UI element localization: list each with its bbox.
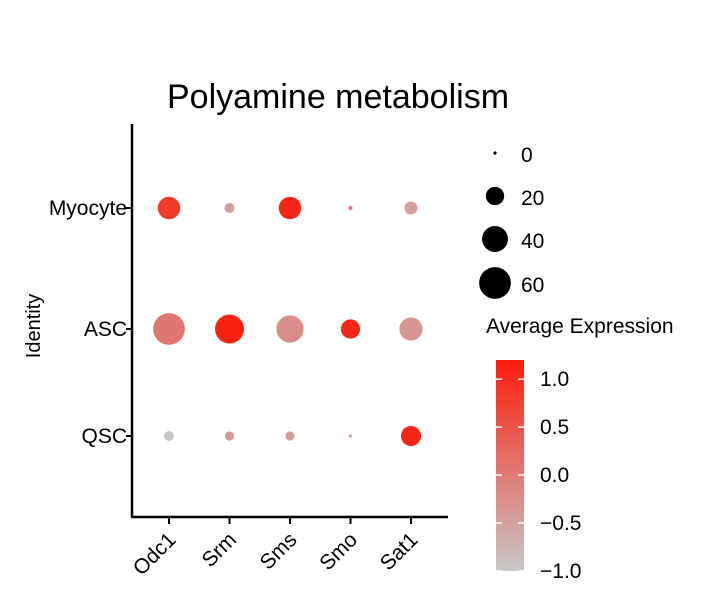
color-tick-label-1: 0.5 (540, 416, 569, 439)
dot-asc-sms (276, 315, 304, 343)
y-tick-label-myocyte: Myocyte (49, 197, 127, 220)
x-tick-label-sms: Sms (256, 528, 302, 574)
dot-asc-smo (340, 319, 361, 339)
dot-myocyte-sms (278, 196, 302, 220)
size-legend: 0 20 40 60 (479, 144, 544, 299)
y-tick-label-qsc: QSC (81, 425, 127, 448)
dot-qsc-sms (285, 431, 295, 441)
y-axis-ticks: Myocyte ASC QSC (49, 197, 132, 448)
dot-marks (153, 196, 423, 447)
color-tick-label-0: 1.0 (540, 368, 569, 391)
x-tick-label-sat1: Sat1 (376, 528, 423, 575)
dot-qsc-smo (348, 434, 353, 438)
plot-area: Myocyte ASC QSC Odc1 Srm Sms Smo Sat1 (49, 124, 448, 580)
color-legend: Average Expression 1.0 0.5 0.0 −0.5 −1.0 (486, 315, 674, 583)
color-tick-label-2: 0.0 (540, 464, 569, 487)
dot-qsc-srm (224, 431, 235, 441)
color-tick-label-3: −0.5 (540, 512, 581, 535)
x-tick-label-srm: Srm (198, 528, 241, 571)
dot-myocyte-srm (224, 202, 235, 214)
size-legend-dot-3 (479, 267, 511, 299)
chart-title: Polyamine metabolism (167, 78, 509, 116)
size-legend-label-1: 20 (521, 187, 544, 210)
dot-qsc-odc1 (163, 430, 175, 442)
x-tick-label-odc1: Odc1 (129, 528, 181, 580)
x-axis-ticks: Odc1 Srm Sms Smo Sat1 (129, 517, 423, 580)
dot-myocyte-smo (348, 205, 353, 211)
color-scale-bar (496, 360, 524, 571)
dot-qsc-sat1 (400, 425, 422, 447)
dot-asc-sat1 (399, 317, 423, 341)
y-tick-label-asc: ASC (84, 318, 127, 341)
dot-asc-srm (215, 314, 244, 344)
size-legend-dot-1 (485, 186, 505, 206)
size-legend-label-2: 40 (521, 230, 544, 253)
color-legend-title: Average Expression (486, 315, 674, 338)
size-legend-label-3: 60 (521, 274, 544, 297)
dot-myocyte-sat1 (404, 201, 418, 215)
color-tick-label-4: −1.0 (540, 560, 581, 583)
color-scale-ticks: 1.0 0.5 0.0 −0.5 −1.0 (496, 368, 581, 583)
dot-myocyte-odc1 (157, 196, 181, 220)
y-axis-label: Identity (23, 294, 45, 358)
size-legend-dot-0 (493, 151, 497, 155)
dot-asc-odc1 (153, 313, 185, 345)
x-tick-label-smo: Smo (315, 528, 362, 575)
size-legend-dot-2 (482, 226, 508, 252)
size-legend-label-0: 0 (521, 144, 533, 167)
